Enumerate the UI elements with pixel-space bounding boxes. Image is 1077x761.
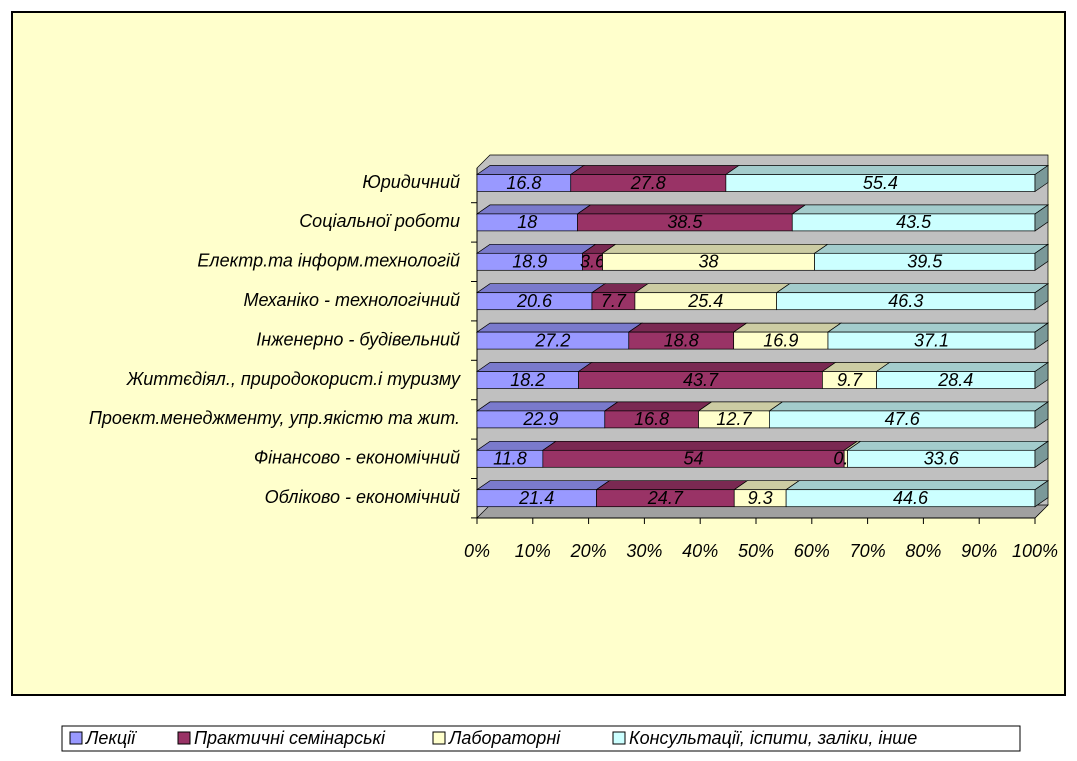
legend [61,725,1021,752]
data-label: 21.4 [518,488,554,508]
bar-segment [633,283,791,311]
bar-segment [846,440,1050,468]
data-label: 46.3 [888,291,923,311]
bar-segment [595,480,749,508]
x-tick-label: 60% [794,541,830,561]
bar-segment [475,204,592,232]
bar-segment [569,165,740,192]
data-label: 18 [517,212,537,232]
bar-segment [775,283,1050,311]
x-tick-label: 20% [570,541,607,561]
data-label: 7.7 [601,291,627,311]
data-label: 20.6 [516,291,553,311]
y-tick-label: Інженерно - будівельний [256,329,460,349]
x-tick-label: 80% [905,541,941,561]
legend-swatch [69,731,83,745]
bar-segment [475,440,557,468]
legend-label: Консультації, іспити, заліки, інше [629,728,917,748]
data-label: 18.8 [664,330,699,350]
legend-label: Практичні семінарські [194,728,386,748]
data-label: 38 [699,252,719,272]
legend-swatch [612,731,626,745]
data-label: 11.8 [493,449,527,469]
bar-segment [475,283,607,311]
data-label: 38.5 [667,212,703,232]
bar-segment [733,480,801,508]
data-label: 47.6 [885,409,921,429]
bar-segment [541,440,859,468]
x-tick-label: 50% [738,541,774,561]
y-tick-label: Юридичний [362,172,460,192]
data-label: 25.4 [687,291,723,311]
y-tick-label: Електр.та інформ.технологій [197,251,460,271]
legend-swatch [177,731,191,745]
data-label: 18.9 [512,252,547,272]
bar-segment [875,361,1050,390]
data-label: 54 [683,449,703,469]
y-tick-label: Проект.менеджменту, упр.якістю та жит. [89,408,460,428]
bar-segment [768,401,1050,429]
data-label: 43.5 [896,212,932,232]
data-label: 16.8 [506,173,541,193]
data-label: 3.6 [580,252,606,272]
y-tick-label: Обліково - економічний [265,487,460,507]
bar-segment [732,322,843,350]
x-tick-label: 70% [850,541,886,561]
x-tick-label: 0% [464,541,490,561]
data-label: 27.2 [534,330,570,350]
x-tick-label: 40% [682,541,718,561]
y-tick-label: Фінансово - економічний [254,448,460,468]
data-label: 27.8 [630,173,666,193]
bar-segment [724,164,1050,193]
data-label: 9.3 [748,488,773,508]
data-label: 43.7 [683,370,719,390]
bar-segment [577,362,837,389]
y-tick-label: Механіко - технологічний [244,290,460,310]
x-tick-label: 100% [1012,541,1058,561]
data-label: 22.9 [522,409,558,429]
data-label: 18.2 [510,370,545,390]
data-label: 44.6 [893,488,929,508]
data-label: 33.6 [924,449,960,469]
y-tick-label: Життєдіял., природокорист.і туризму [126,369,461,389]
x-tick-label: 10% [515,541,551,561]
bar-segment [475,401,619,429]
x-tick-label: 90% [961,541,997,561]
bar-segment [826,322,1050,350]
data-label: 16.9 [763,330,798,350]
data-label: 28.4 [937,370,973,390]
y-tick-label: Соціальної роботи [299,211,460,231]
legend-label: Лабораторні [448,728,561,748]
data-label: 16.8 [634,409,669,429]
bar-segment [590,283,650,311]
bar-segment [785,480,1050,508]
bar-segment [576,204,807,232]
bar-segment [697,401,784,429]
legend-label: Лекції [85,728,137,748]
bar-segment [821,362,891,389]
bar-segment [791,204,1050,232]
x-tick-label: 30% [626,541,662,561]
data-label: 55.4 [863,173,898,193]
data-label: 12.7 [716,409,752,429]
data-label: 24.7 [647,488,684,508]
bar-segment [475,362,593,389]
data-label: 37.1 [914,330,949,350]
bar-segment [813,243,1050,271]
data-label: 9.7 [837,370,863,390]
data-label: 39.5 [907,252,943,272]
legend-swatch [432,731,446,745]
